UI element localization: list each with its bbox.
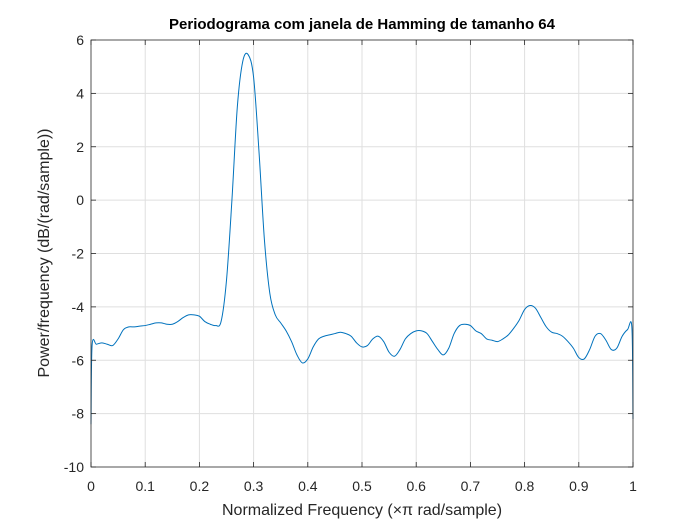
x-tick-label: 0.9 bbox=[569, 478, 589, 494]
y-tick-label: -8 bbox=[72, 406, 85, 422]
y-tick-label: -4 bbox=[72, 299, 85, 315]
y-tick-label: 4 bbox=[76, 85, 84, 101]
x-tick-label: 0.3 bbox=[244, 478, 264, 494]
x-tick-label: 0 bbox=[87, 478, 95, 494]
y-tick-labels: -10 -8 -6 -4 -2 0 2 4 6 bbox=[64, 32, 84, 475]
y-tick-label: 6 bbox=[76, 32, 84, 48]
x-tick-label: 0.8 bbox=[515, 478, 535, 494]
x-tick-label: 0.4 bbox=[298, 478, 318, 494]
chart-title: Periodograma com janela de Hamming de ta… bbox=[169, 16, 556, 33]
x-tick-labels: 0 0.1 0.2 0.3 0.4 0.5 0.6 0.7 0.8 0.9 1 bbox=[87, 478, 637, 494]
y-tick-label: 0 bbox=[76, 192, 84, 208]
x-axis-label: Normalized Frequency (×π rad/sample) bbox=[222, 502, 502, 519]
x-tick-label: 0.2 bbox=[190, 478, 210, 494]
y-tick-label: 2 bbox=[76, 139, 84, 155]
series-line bbox=[90, 52, 634, 425]
x-tick-label: 0.7 bbox=[461, 478, 481, 494]
grid-lines bbox=[91, 40, 633, 467]
x-tick-label: 0.6 bbox=[406, 478, 426, 494]
y-tick-label: -2 bbox=[72, 246, 85, 262]
tick-marks bbox=[90, 39, 634, 468]
x-tick-label: 1 bbox=[629, 478, 637, 494]
y-tick-label: -10 bbox=[64, 459, 84, 475]
x-tick-label: 0.5 bbox=[352, 478, 372, 494]
plot-area bbox=[90, 52, 634, 425]
y-axis-label: Power/frequency (dB/(rad/sample)) bbox=[36, 129, 53, 378]
y-tick-label: -6 bbox=[72, 352, 85, 368]
x-tick-label: 0.1 bbox=[135, 478, 155, 494]
